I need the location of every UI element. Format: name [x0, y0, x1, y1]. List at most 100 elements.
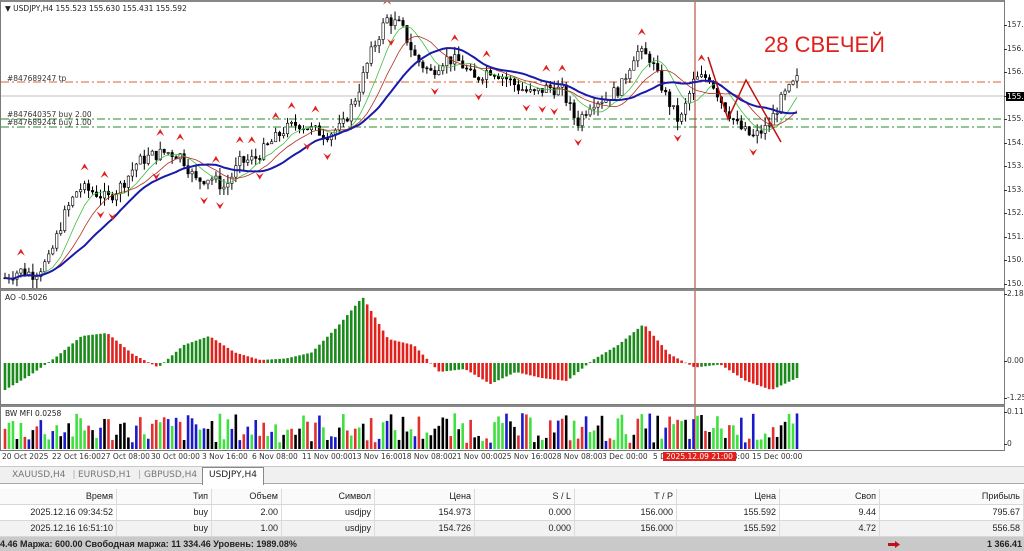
tab-usdjpy[interactable]: USDJPY,H4: [202, 467, 264, 485]
table-cell: 156.000: [575, 521, 677, 536]
time-axis-tick: 25 Nov 16:00: [502, 452, 553, 461]
table-row[interactable]: 2025.12.16 09:34:52 buy 2.00 usdjpy 154.973 0…: [0, 505, 1024, 521]
column-header[interactable]: T / P: [575, 489, 677, 504]
table-cell: 2.00: [212, 505, 282, 520]
fractal-up-icon: [383, 2, 392, 5]
account-summary-text: 4.46 Маржа: 600.00 Свободная маржа: 11 3…: [0, 539, 297, 549]
chart-tabs: XAUUSD,H4 EURUSD,H1 GBPUSD,H4 USDJPY,H4: [0, 466, 1024, 485]
time-axis-tick: 08:00: [728, 452, 750, 461]
fractal-up-icon: [235, 136, 244, 144]
order-label-buy-2[interactable]: #847689244 buy 1.00: [7, 118, 92, 127]
fractal-up-icon: [311, 105, 320, 113]
order-label-tp[interactable]: #847689247 tp: [7, 74, 67, 83]
fractal-up-icon: [482, 50, 491, 58]
table-cell: 154.726: [375, 521, 475, 536]
time-axis-tick: 18 Nov 08:00: [402, 452, 453, 461]
column-header[interactable]: Цена: [375, 489, 475, 504]
time-axis-tick: 3 Dec 00:00: [602, 452, 648, 461]
fractal-down-icon: [96, 211, 105, 219]
price-axis-tick: 156.: [1004, 43, 1024, 53]
moving-average-line: [4, 26, 798, 280]
table-cell: usdjpy: [282, 521, 375, 536]
fractal-up-icon: [176, 133, 185, 141]
time-axis-tick: 5 D: [653, 452, 666, 461]
ao-histogram: [3, 291, 799, 404]
table-cell: 1.00: [212, 521, 282, 536]
price-axis[interactable]: 157. 156. 156. 155. 155. 154. 153. 153. 152. 151.…: [1004, 0, 1024, 289]
mfi-axis-min: 0: [1004, 439, 1012, 448]
fractal-down-icon: [200, 197, 208, 205]
price-axis-tick: 153.: [1004, 184, 1024, 194]
candlestick-chart[interactable]: [1, 2, 1005, 289]
column-header[interactable]: Объем: [212, 489, 282, 504]
total-profit: 1 366.41: [986, 539, 1022, 549]
column-header[interactable]: Прибыль: [880, 489, 1024, 504]
fractal-down-icon: [430, 87, 439, 95]
tab-eurusd[interactable]: EURUSD,H1: [72, 468, 141, 484]
time-axis-tick: 13 Nov 16:00: [352, 452, 403, 461]
time-axis-tick: 30 Oct 00:00: [151, 452, 200, 461]
tab-gbpusd[interactable]: GBPUSD,H4: [138, 468, 207, 484]
fractal-down-icon: [323, 152, 332, 160]
price-axis-tick: 155.: [1004, 114, 1024, 123]
account-summary-bar: 4.46 Маржа: 600.00 Свободная маржа: 11 3…: [0, 537, 1024, 551]
tab-xauusd[interactable]: XAUUSD,H4: [6, 468, 75, 484]
table-cell: 4.72: [780, 521, 880, 536]
table-cell: 9.44: [780, 505, 880, 520]
order-label-buy-1[interactable]: #847640357 buy 2.00: [7, 110, 92, 119]
cursor-time-tag: 2025.12.09 21:00: [663, 452, 736, 461]
table-cell: 2025.12.16 16:51:10: [0, 521, 117, 536]
price-axis-tick: 150.: [1004, 278, 1024, 288]
fractal-down-icon: [538, 105, 547, 113]
fractal-up-icon: [450, 34, 459, 42]
time-axis-tick: 6 Nov 08:00: [252, 452, 298, 461]
moving-average-line: [4, 47, 798, 280]
time-axis-tick: 22 Oct 16:00: [52, 452, 101, 461]
price-axis-tick: 152.: [1004, 208, 1024, 217]
bw-mfi-pane[interactable]: BW MFI 0.0258: [0, 405, 1005, 451]
ao-axis-min: -1.25: [1003, 393, 1024, 402]
price-axis-tick: 156.: [1004, 67, 1024, 76]
fractal-down-icon: [673, 134, 682, 142]
fractal-down-icon: [522, 104, 531, 112]
table-cell: 155.592: [677, 505, 780, 520]
table-cell: 0.000: [475, 521, 575, 536]
candles-count-annotation: 28 СВЕЧЕЙ: [764, 32, 885, 57]
fractal-up-icon: [100, 171, 109, 179]
table-cell: 556.58: [880, 521, 1024, 536]
price-chart-pane[interactable]: ▼ USDJPY,H4 155.523 155.630 155.431 155.…: [0, 0, 1005, 289]
fractal-up-icon: [271, 112, 280, 120]
price-axis-tick: 154.: [1004, 137, 1024, 147]
fractal-up-icon: [558, 64, 567, 72]
table-cell: buy: [117, 521, 212, 536]
fractal-up-icon: [637, 28, 646, 36]
table-cell: 2025.12.16 09:34:52: [0, 505, 117, 520]
table-cell: 154.973: [375, 505, 475, 520]
column-header[interactable]: Символ: [282, 489, 375, 504]
fractal-down-icon: [303, 142, 312, 150]
table-row[interactable]: 2025.12.16 16:51:10 buy 1.00 usdjpy 154.726 0…: [0, 521, 1024, 537]
table-cell: 795.67: [880, 505, 1024, 520]
time-axis-tick: 3 Nov 16:00: [202, 452, 248, 461]
ao-indicator-pane[interactable]: AO -0.5026: [0, 289, 1005, 405]
table-cell: buy: [117, 505, 212, 520]
column-header[interactable]: Своп: [780, 489, 880, 504]
time-axis-tick: 28 Nov 08:00: [552, 452, 603, 461]
table-cell: 0.000: [475, 505, 575, 520]
fractal-up-icon: [542, 64, 551, 72]
collapse-triangle-icon[interactable]: ▼: [5, 4, 11, 13]
time-axis-tick: 20 Oct 2025: [2, 452, 49, 461]
column-header[interactable]: Тип: [117, 489, 212, 504]
drawn-trendline: [707, 56, 782, 143]
mfi-histogram: [3, 407, 799, 450]
ao-axis-max: 2.180: [1003, 289, 1024, 298]
price-axis-tick: 151.: [1004, 231, 1024, 241]
fractal-down-icon: [152, 172, 161, 180]
time-axis[interactable]: 20 Oct 2025 22 Oct 16:00 27 Oct 08:00 30 Oc…: [0, 451, 1024, 465]
column-header[interactable]: Время: [0, 489, 117, 504]
fractal-up-icon: [247, 136, 256, 144]
ao-label: AO -0.5026: [5, 293, 48, 302]
column-header[interactable]: Цена: [677, 489, 780, 504]
column-header[interactable]: S / L: [475, 489, 575, 504]
